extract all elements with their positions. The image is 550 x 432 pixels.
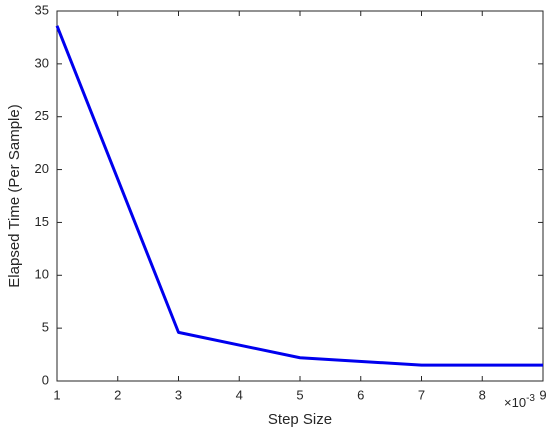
y-tick-label: 0 bbox=[42, 372, 49, 387]
y-tick-label: 30 bbox=[35, 55, 49, 70]
line-series bbox=[55, 25, 543, 367]
x-tick-label: 2 bbox=[114, 387, 121, 402]
x-multiplier-base: ×10 bbox=[504, 395, 526, 410]
x-tick-label: 6 bbox=[357, 387, 364, 402]
x-tick-label: 3 bbox=[175, 387, 182, 402]
x-axis-label: Step Size bbox=[268, 411, 332, 428]
x-tick-label: 4 bbox=[236, 387, 243, 402]
y-tick-label: 20 bbox=[35, 161, 49, 176]
x-multiplier: ×10-3 bbox=[504, 393, 535, 411]
y-tick-label: 10 bbox=[35, 267, 49, 282]
x-tick-label: 9 bbox=[539, 387, 546, 402]
x-tick-label: 5 bbox=[296, 387, 303, 402]
y-axis-label: Elapsed Time (Per Sample) bbox=[6, 104, 23, 287]
y-tick-label: 25 bbox=[35, 108, 49, 123]
x-multiplier-exponent: -3 bbox=[526, 393, 535, 404]
x-tick-label: 1 bbox=[53, 387, 60, 402]
y-tick-label: 5 bbox=[42, 320, 49, 335]
y-tick-label: 35 bbox=[35, 2, 49, 17]
plot-box bbox=[56, 10, 544, 382]
x-tick-label: 7 bbox=[418, 387, 425, 402]
x-tick-label: 8 bbox=[479, 387, 486, 402]
y-tick-label: 15 bbox=[35, 214, 49, 229]
